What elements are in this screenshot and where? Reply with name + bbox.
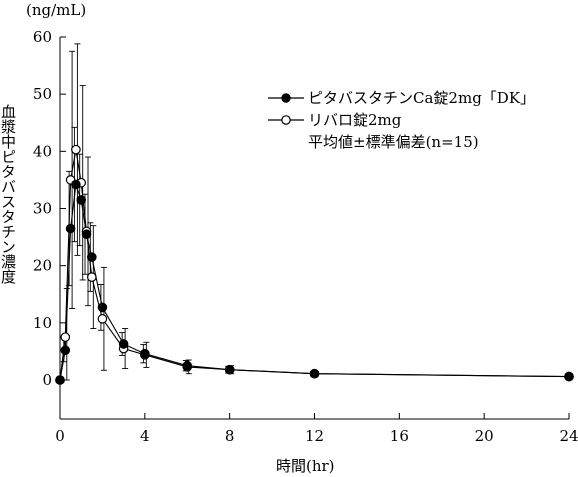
y-tick-label: 60 [33,28,52,46]
data-point-dk [118,339,129,349]
data-point-livalo [71,144,81,155]
tick-labels: 0 10 20 30 40 50 60 0 4 8 12 16 20 24 [33,28,578,445]
data-point-livalo [87,272,97,282]
data-point-dk [71,179,81,190]
legend-open-circle-icon [268,115,304,125]
data-point-dk [224,364,235,375]
series-line [59,184,570,381]
series-line [59,149,570,381]
data-point-livalo [97,314,108,324]
y-tick-label: 10 [33,314,52,332]
data-point-dk [564,371,574,382]
x-tick-label: 20 [475,427,494,445]
legend-filled-circle-icon [268,93,304,103]
x-tick-label: 16 [390,427,409,445]
data-points [55,144,574,385]
x-tick-label: 12 [305,427,324,445]
x-tick-label: 0 [55,427,65,445]
x-axis-label: 時間(hr) [276,457,335,475]
x-tick-label: 4 [140,427,150,445]
x-tick-label: 8 [225,427,235,445]
data-point-dk [140,348,150,359]
data-point-dk [76,195,87,205]
series-lines [59,149,570,381]
data-point-dk [81,229,92,240]
data-point-dk [182,360,193,371]
y-tick-label: 30 [33,200,52,218]
data-point-livalo [60,332,71,342]
data-point-dk [309,368,320,379]
legend-label-livalo: リバロ錠2mg [308,111,402,129]
y-tick-label: 40 [33,142,52,160]
y-tick-label: 50 [33,85,52,103]
data-point-dk [65,223,76,234]
axes [59,36,570,420]
x-tick-label: 24 [559,427,578,445]
y-unit-label: (ng/mL) [26,1,87,19]
y-axis-label: 血漿中ピタバスタチン濃度 [0,104,17,284]
y-tick-label: 0 [42,371,52,389]
legend-label-dk: ピタバスタチンCa錠2mg「DK」 [308,89,536,107]
data-point-dk [60,345,71,356]
data-point-dk [87,252,97,262]
data-point-dk [55,375,65,385]
legend-note: 平均値±標準偏差(n=15) [308,133,479,151]
data-point-dk [97,302,108,313]
y-tick-label: 20 [33,257,52,275]
